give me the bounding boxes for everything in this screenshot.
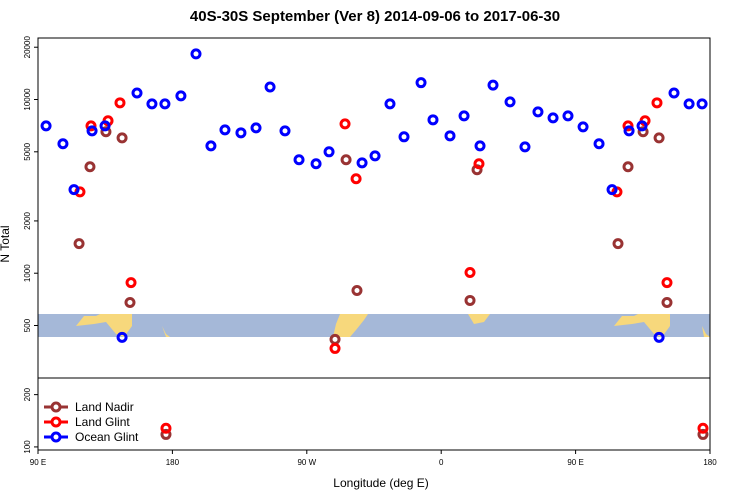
y-tick-label: 20000 (23, 36, 32, 59)
y-tick-label: 500 (23, 318, 32, 332)
x-tick-label: 0 (439, 458, 444, 467)
point (504, 96, 516, 108)
y-tick-label: 100 (23, 440, 32, 454)
x-tick-label: 90 E (30, 458, 46, 467)
y-tick-label: 2000 (23, 211, 32, 229)
point (310, 158, 322, 170)
point (219, 124, 231, 136)
point (68, 184, 80, 196)
point (235, 127, 247, 139)
y-tick-label: 200 (23, 387, 32, 401)
x-tick-label: 180 (166, 458, 180, 467)
point (606, 184, 618, 196)
x-tick-label: 90 E (567, 458, 583, 467)
y-tick-label: 1000 (23, 264, 32, 282)
legend-label: Ocean Glint (75, 430, 139, 444)
point (369, 150, 381, 162)
plot-frame (37, 37, 711, 451)
point (125, 277, 137, 289)
point (340, 154, 352, 166)
y-axis-label: N Total (0, 225, 12, 262)
point (159, 98, 171, 110)
point (99, 120, 111, 132)
x-axis-label: Longitude (deg E) (333, 476, 428, 490)
point (593, 138, 605, 150)
point (464, 294, 476, 306)
point (651, 97, 663, 109)
point (146, 98, 158, 110)
point (562, 110, 574, 122)
point (661, 297, 673, 309)
legend-label: Land Glint (75, 415, 130, 429)
point (293, 154, 305, 166)
x-tick-label: 180 (703, 458, 717, 467)
point (623, 125, 635, 137)
point (458, 110, 470, 122)
point (190, 48, 202, 60)
point (114, 97, 126, 109)
point (622, 120, 634, 132)
point (57, 138, 69, 150)
point (427, 114, 439, 126)
point (444, 130, 456, 142)
point (622, 161, 634, 173)
point (398, 131, 410, 143)
point (116, 132, 128, 144)
point (124, 297, 136, 309)
point (100, 126, 112, 138)
point (547, 112, 559, 124)
point (250, 122, 262, 134)
point (84, 161, 96, 173)
point (697, 428, 709, 440)
y-tick-label: 10000 (23, 88, 32, 111)
point (86, 125, 98, 137)
point (474, 140, 486, 152)
point (329, 342, 341, 354)
point (473, 158, 485, 170)
point (339, 118, 351, 130)
point (160, 422, 172, 434)
point (487, 79, 499, 91)
chart-title: 40S-30S September (Ver 8) 2014-09-06 to … (190, 8, 560, 25)
point (661, 277, 673, 289)
point (696, 98, 708, 110)
legend-marker (50, 416, 62, 428)
point (356, 157, 368, 169)
point (464, 266, 476, 278)
point (264, 81, 276, 93)
point (668, 87, 680, 99)
point (279, 125, 291, 137)
point (697, 422, 709, 434)
point (415, 77, 427, 89)
point (683, 98, 695, 110)
point (323, 146, 335, 158)
point (351, 285, 363, 297)
point (637, 126, 649, 138)
point (131, 87, 143, 99)
legend-marker (50, 431, 62, 443)
point (653, 331, 665, 343)
legend-label: Land Nadir (75, 400, 134, 414)
point (85, 120, 97, 132)
point (40, 120, 52, 132)
point (350, 173, 362, 185)
legend-marker (50, 401, 62, 413)
point (329, 333, 341, 345)
point (532, 106, 544, 118)
point (653, 132, 665, 144)
point (116, 331, 128, 343)
y-tick-label: 5000 (23, 142, 32, 160)
point (519, 141, 531, 153)
point (384, 98, 396, 110)
point (160, 428, 172, 440)
point (73, 238, 85, 250)
point (205, 140, 217, 152)
map-band (38, 314, 710, 337)
point (612, 238, 624, 250)
point (577, 121, 589, 133)
point (175, 90, 187, 102)
point (636, 120, 648, 132)
x-tick-label: 90 W (297, 458, 316, 467)
